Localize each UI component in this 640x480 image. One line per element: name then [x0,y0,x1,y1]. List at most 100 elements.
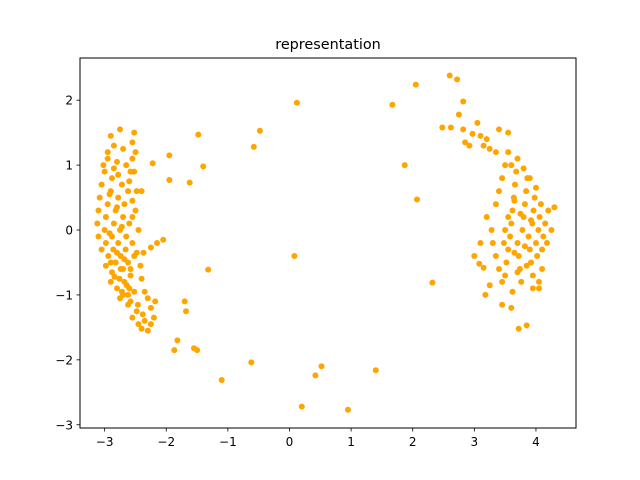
data-point [256,127,263,134]
data-point [298,403,305,410]
y-tick-label: 1 [65,159,73,173]
data-point [518,278,525,285]
data-point [454,76,461,83]
data-point [531,194,538,201]
data-point [102,214,109,220]
data-point [186,179,193,186]
data-point [545,207,552,214]
data-point [218,377,225,383]
data-point [132,207,139,214]
data-point [514,269,521,276]
data-point [191,345,197,352]
data-point [499,278,506,285]
data-point [115,194,122,201]
data-point [500,240,507,246]
x-tick-label: −2 [157,435,175,449]
data-point [149,160,156,167]
data-point [474,119,481,126]
data-point [529,285,536,292]
y-tick-label: −1 [55,288,73,302]
data-point [131,288,138,295]
data-point [514,240,521,246]
data-point [126,285,133,292]
data-point [511,249,518,256]
data-point [505,214,512,220]
data-point [141,288,148,295]
data-point [121,278,128,285]
data-point [446,72,453,79]
data-point [121,201,128,208]
data-point [502,227,509,233]
axes-layer: −3 −2 −1 0 1 2 3 4 −3 −2 −1 0 1 2 [55,94,539,449]
data-point [412,81,419,88]
x-tick-label: −3 [96,435,114,449]
data-point [488,227,495,233]
data-point [125,301,132,308]
data-point [521,243,528,250]
data-point [110,220,117,227]
data-point [477,132,484,139]
data-point [496,188,502,195]
data-point [109,269,115,276]
data-point [476,260,483,267]
data-point [536,278,542,285]
data-point [372,367,379,374]
points-layer [94,72,558,413]
data-point [528,259,534,266]
y-tick-label: −2 [55,353,73,367]
x-tick-label: −1 [219,435,237,449]
data-point [102,262,109,269]
data-point [125,188,132,195]
data-point [100,162,107,169]
data-point [123,162,130,169]
data-point [542,220,549,227]
data-point [429,279,436,286]
data-point [183,308,189,315]
data-point [94,220,101,227]
data-point [102,240,109,246]
data-point [503,259,510,266]
data-point [509,207,516,214]
data-point [152,298,159,305]
data-point [509,288,516,295]
data-point [131,129,138,136]
x-tick-label: 3 [471,435,479,449]
data-point [533,240,539,246]
data-point [517,210,524,217]
data-point [534,253,541,259]
data-point [115,240,122,246]
data-point [117,295,123,302]
data-point [171,347,178,354]
data-point [502,272,509,279]
data-point [512,181,518,188]
data-point [508,304,515,311]
data-point [135,227,142,233]
data-point [460,126,467,133]
data-point [523,188,530,195]
data-point [95,233,102,240]
data-point [126,178,133,185]
data-point [166,177,173,183]
data-point [499,301,506,308]
data-point [117,126,123,133]
data-point [111,273,118,280]
data-point [483,136,490,143]
data-point [480,264,487,271]
data-point [120,145,127,152]
data-point [107,132,114,139]
data-point [471,253,478,259]
data-point [250,143,257,150]
data-point [536,214,543,220]
data-point [132,149,139,156]
data-point [318,363,325,370]
data-point [447,124,454,131]
data-point [505,149,512,156]
data-point [291,253,298,259]
data-point [118,181,125,188]
data-point [520,165,527,172]
data-point [486,145,493,152]
data-point [539,266,546,272]
data-point [513,168,520,175]
data-point [480,142,487,149]
